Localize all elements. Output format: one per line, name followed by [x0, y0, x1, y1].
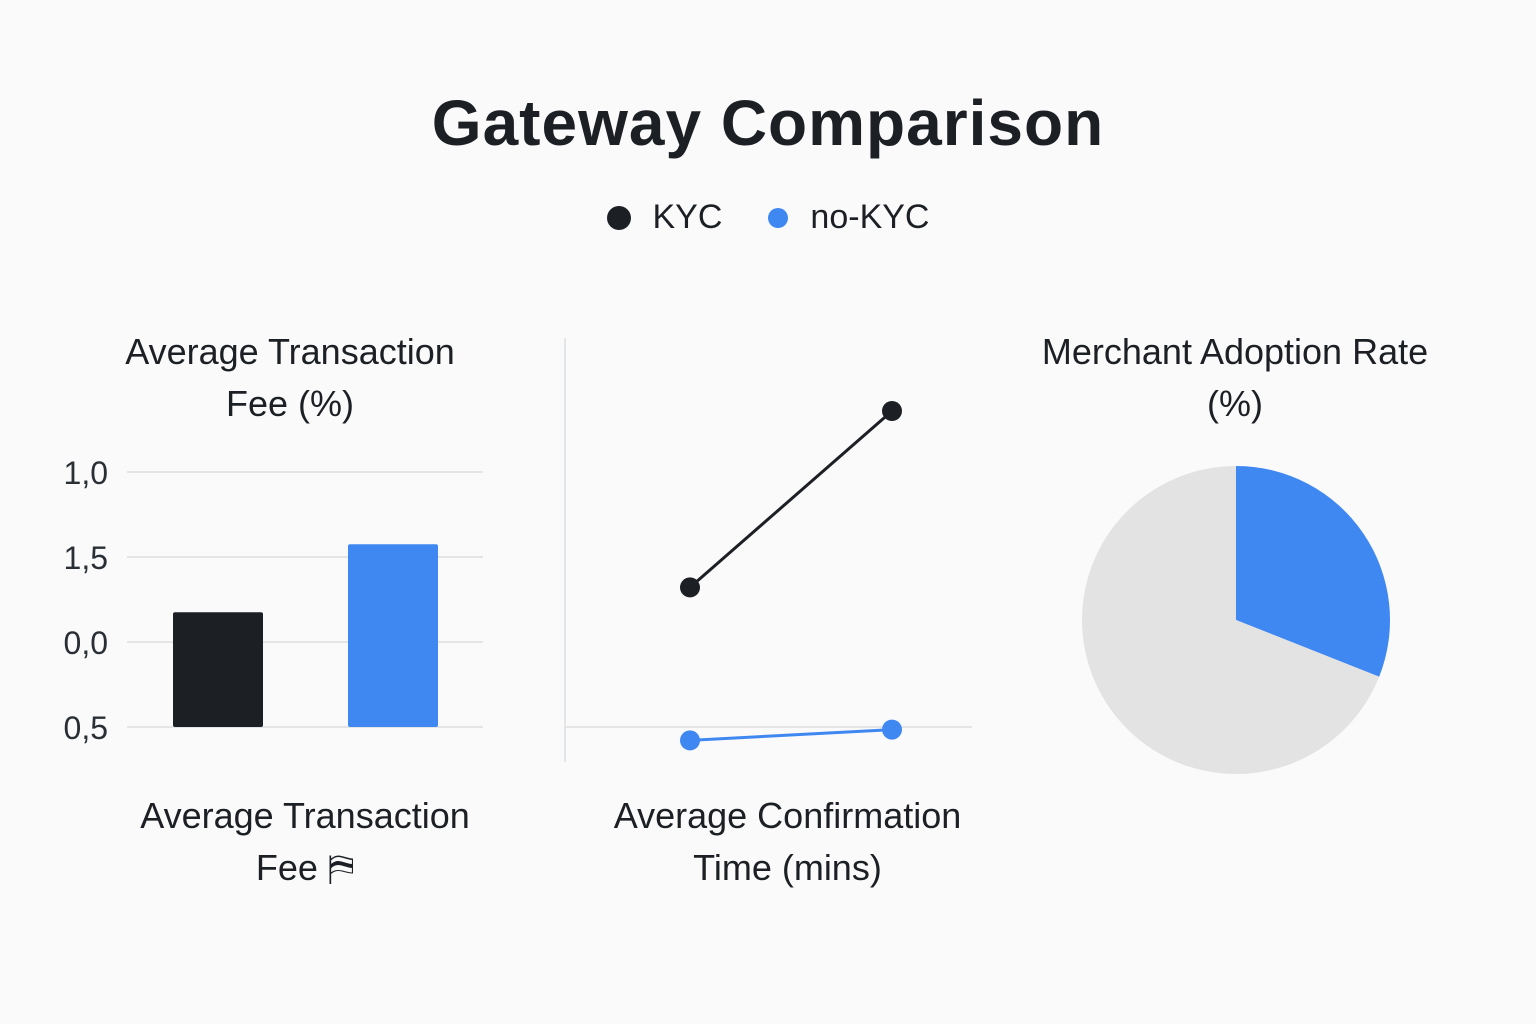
chart-title: Gateway Comparison — [431, 87, 1105, 159]
confirmation-point-kyc — [680, 577, 700, 598]
adoption-chart-title: Merchant Adoption Rate (%) — [1041, 331, 1429, 424]
fee-y-tick-label: 0,5 — [64, 710, 108, 746]
confirmation-chart-xlabel: Average Confirmation Time (mins) — [613, 795, 962, 888]
legend-item-kyc: KYC — [606, 198, 723, 237]
confirmation-point-no-kyc — [680, 730, 700, 751]
fee-chart-xlabel: Average Transaction Fee ⛿ — [120, 790, 490, 894]
legend-label-no-kyc: no-KYC — [810, 198, 930, 236]
fee-y-tick-label: 1,5 — [64, 540, 108, 576]
confirmation-line-no-kyc — [689, 728, 893, 742]
confirmation-line-kyc — [689, 409, 893, 589]
confirmation-point-no-kyc — [882, 719, 902, 740]
adoption-slice-no-kyc — [1236, 466, 1390, 677]
fee-chart-xlabel-text: Average Transaction Fee — [140, 795, 470, 888]
fee-y-tick-label: 1,0 — [64, 455, 108, 491]
fee-bar-kyc — [173, 612, 263, 727]
fee-chart-xlabel-glyph: ⛿ — [327, 847, 355, 888]
legend: KYC no-KYC — [0, 198, 1536, 237]
legend-item-no-kyc: no-KYC — [768, 198, 929, 237]
adoption-slice-kyc — [1081, 466, 1380, 775]
fee-bar-no-kyc — [348, 544, 438, 727]
legend-marker-no-kyc — [768, 207, 789, 228]
confirmation-point-kyc — [882, 401, 902, 421]
legend-marker-kyc — [606, 205, 631, 230]
fee-y-tick-label: 0,0 — [64, 625, 108, 661]
fee-chart-title: Average Transaction Fee (%) — [125, 331, 455, 424]
legend-label-kyc: KYC — [652, 198, 723, 236]
